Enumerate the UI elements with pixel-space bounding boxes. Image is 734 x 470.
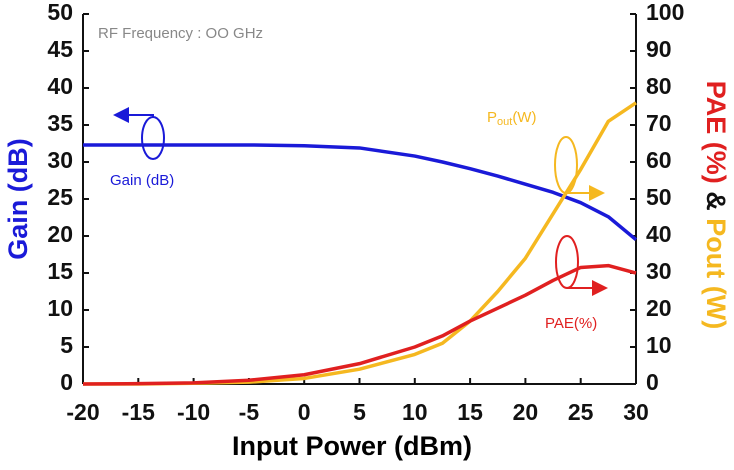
x-tick-label: 5 xyxy=(353,399,366,425)
pae-ellipse xyxy=(555,235,579,289)
pout-unit: (W) xyxy=(512,109,536,126)
y-tick-label: 25 xyxy=(47,184,73,210)
gain-annotation: Gain (dB) xyxy=(110,172,174,189)
y2-tick-label: 40 xyxy=(646,221,672,247)
y-tick-label: 0 xyxy=(60,369,73,395)
x-tick-label: 20 xyxy=(513,399,539,425)
series-line xyxy=(83,143,638,242)
y2-tick-label: 30 xyxy=(646,258,672,284)
x-tick-label: -20 xyxy=(66,399,99,425)
y2-tick-label: 100 xyxy=(646,0,684,25)
y2-tick-label: 80 xyxy=(646,73,672,99)
subtitle: RF Frequency : OO GHz xyxy=(98,25,263,42)
y2-tick-label: 90 xyxy=(646,36,672,62)
y2-title-pout: Pout (W) xyxy=(701,218,731,329)
gain-arrow xyxy=(113,107,154,123)
x-tick-label: 30 xyxy=(623,399,649,425)
y2-title-amp: & xyxy=(701,191,731,211)
pout-p: P xyxy=(487,109,497,126)
y-tick-label: 5 xyxy=(60,332,73,358)
gain-ellipse xyxy=(141,116,165,160)
y-tick-label: 10 xyxy=(47,295,73,321)
y-tick-label: 40 xyxy=(47,73,73,99)
y-tick-label: 45 xyxy=(47,36,73,62)
x-tick-label: 0 xyxy=(298,399,311,425)
y2-tick-label: 0 xyxy=(646,369,659,395)
pout-sub: out xyxy=(497,116,512,128)
y2-axis-title: PAE (%) & Pout (W) xyxy=(701,81,731,330)
series-line xyxy=(82,263,637,386)
y2-tick-label: 70 xyxy=(646,110,672,136)
x-tick-label: 10 xyxy=(402,399,428,425)
x-tick-label: -10 xyxy=(177,399,210,425)
pout-ellipse xyxy=(554,136,578,194)
x-axis-title: Input Power (dBm) xyxy=(232,431,472,461)
y-axis-title: Gain (dB) xyxy=(3,138,33,260)
pout-annotation: Pout(W) xyxy=(487,109,536,128)
x-tick-label: -5 xyxy=(239,399,260,425)
pae-annotation: PAE(%) xyxy=(545,315,597,332)
y-tick-label: 20 xyxy=(47,221,73,247)
y2-tick-label: 10 xyxy=(646,332,672,358)
y-tick-label: 35 xyxy=(47,110,73,136)
y-tick-label: 50 xyxy=(47,0,73,25)
y2-tick-label: 20 xyxy=(646,295,672,321)
y-tick-label: 30 xyxy=(47,147,73,173)
x-tick-label: -15 xyxy=(122,399,155,425)
x-tick-label: 25 xyxy=(568,399,594,425)
y-tick-label: 15 xyxy=(47,258,73,284)
annotation-shapes xyxy=(113,107,608,296)
y2-title-pae: PAE (%) xyxy=(701,81,731,184)
x-tick-label: 15 xyxy=(457,399,483,425)
y2-tick-label: 60 xyxy=(646,147,672,173)
y2-tick-label: 50 xyxy=(646,184,672,210)
